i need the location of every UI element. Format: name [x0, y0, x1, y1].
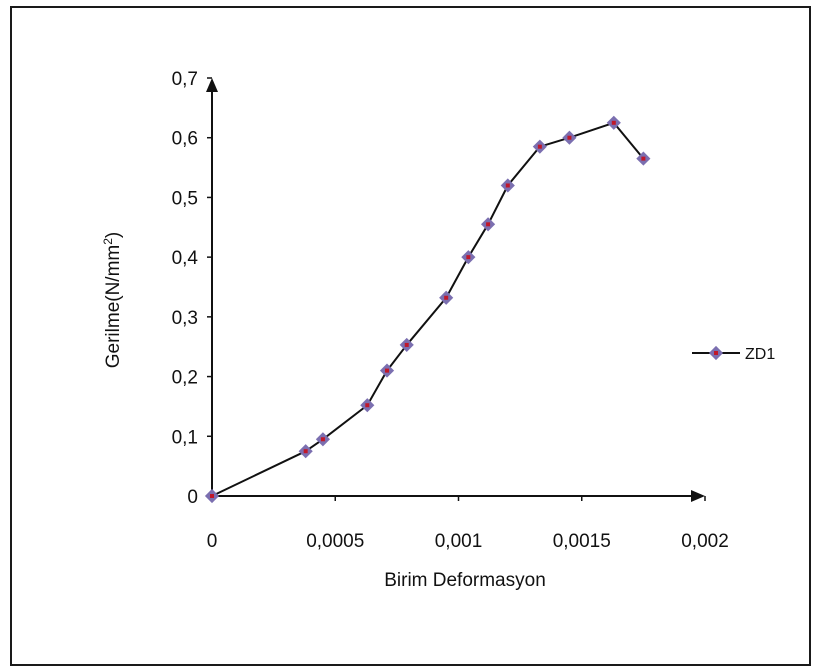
y-axis-title-end: )	[103, 232, 124, 238]
data-point-center	[320, 437, 325, 442]
data-point-center	[404, 342, 409, 347]
y-tick-label: 0	[187, 487, 198, 508]
x-axis-arrow	[691, 490, 705, 502]
y-tick-label: 0,5	[172, 188, 198, 209]
y-axis-title-superscript: 2	[101, 238, 115, 245]
y-tick-label: 0,7	[172, 69, 198, 90]
data-point	[532, 139, 547, 154]
axes: 0 0,1 0,2 0,3 0,4 0,5 0,6 0,7 0 0,0005 0,001 0,0015…	[172, 69, 729, 552]
data-point	[204, 488, 220, 504]
data-point-center	[611, 120, 616, 125]
data-point-center	[303, 449, 308, 454]
data-point	[636, 151, 651, 166]
data-point	[461, 250, 476, 265]
x-axis-title: Birim Deformasyon	[384, 570, 546, 591]
series-layer	[204, 115, 651, 504]
y-axis-title-main: Gerilme(N/mm	[103, 245, 124, 369]
x-tick-label: 0,0015	[553, 531, 611, 552]
data-point	[481, 217, 496, 232]
data-point	[360, 398, 375, 413]
y-tick-label: 0,3	[172, 308, 198, 329]
x-tick-label: 0,002	[681, 531, 729, 552]
data-point-center	[567, 135, 572, 140]
legend: ZD1	[692, 345, 775, 363]
data-point-center	[486, 222, 491, 227]
y-tick-label: 0,4	[172, 248, 199, 269]
y-tick-label: 0,1	[172, 427, 198, 448]
data-point-center	[641, 156, 646, 161]
y-axis-arrow	[206, 78, 218, 92]
data-point-center	[537, 144, 542, 149]
series-line	[211, 121, 645, 497]
data-point-center	[210, 494, 214, 498]
data-point-center	[385, 368, 390, 373]
chart-frame	[10, 6, 811, 666]
data-point-center	[466, 255, 471, 260]
x-tick-label: 0,0005	[306, 531, 364, 552]
data-point	[315, 432, 330, 447]
data-point-center	[444, 295, 449, 300]
data-point	[399, 337, 414, 352]
data-point	[439, 290, 454, 305]
data-point	[298, 444, 313, 459]
legend-label: ZD1	[745, 346, 775, 363]
data-point	[500, 178, 515, 193]
y-tick-label: 0,6	[172, 129, 198, 150]
x-tick-label: 0,001	[435, 531, 483, 552]
data-point-center	[365, 403, 370, 408]
legend-marker-center	[714, 351, 718, 355]
data-point	[379, 363, 395, 378]
x-tick-label: 0	[207, 531, 218, 552]
data-point-center	[505, 183, 510, 188]
y-tick-label: 0,2	[172, 368, 198, 389]
data-point	[606, 115, 621, 130]
data-point	[562, 130, 577, 145]
y-axis-title: Gerilme(N/mm2)	[101, 232, 124, 369]
